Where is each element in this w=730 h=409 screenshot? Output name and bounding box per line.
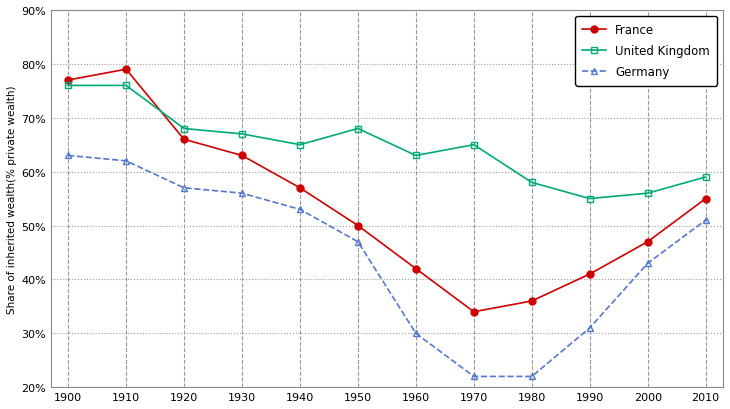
Germany (180, 186, 188, 191)
United Kingdom (237, 132, 246, 137)
Y-axis label: Share of inherited wealth(% private wealth): Share of inherited wealth(% private weal… (7, 85, 17, 313)
Germany (237, 191, 246, 196)
United Kingdom (585, 197, 594, 202)
United Kingdom (702, 175, 710, 180)
United Kingdom (122, 84, 131, 89)
Germany (527, 374, 536, 379)
France (702, 197, 710, 202)
France (585, 272, 594, 277)
Germany (469, 374, 478, 379)
Germany (643, 261, 652, 266)
France (64, 79, 72, 83)
Line: Germany: Germany (65, 153, 709, 380)
United Kingdom (643, 191, 652, 196)
Germany (122, 159, 131, 164)
France (180, 137, 188, 142)
France (353, 223, 362, 228)
United Kingdom (412, 154, 420, 159)
United Kingdom (64, 84, 72, 89)
France (643, 240, 652, 245)
Germany (702, 218, 710, 223)
France (412, 267, 420, 272)
Legend: France, United Kingdom, Germany: France, United Kingdom, Germany (575, 17, 717, 86)
France (237, 154, 246, 159)
Germany (64, 154, 72, 159)
France (296, 186, 304, 191)
Germany (585, 326, 594, 330)
Germany (353, 240, 362, 245)
France (527, 299, 536, 304)
United Kingdom (469, 143, 478, 148)
Line: France: France (65, 67, 709, 315)
United Kingdom (296, 143, 304, 148)
Line: United Kingdom: United Kingdom (65, 83, 709, 202)
United Kingdom (353, 127, 362, 132)
Germany (412, 331, 420, 336)
France (122, 67, 131, 72)
France (469, 310, 478, 315)
United Kingdom (180, 127, 188, 132)
Germany (296, 207, 304, 212)
United Kingdom (527, 180, 536, 185)
